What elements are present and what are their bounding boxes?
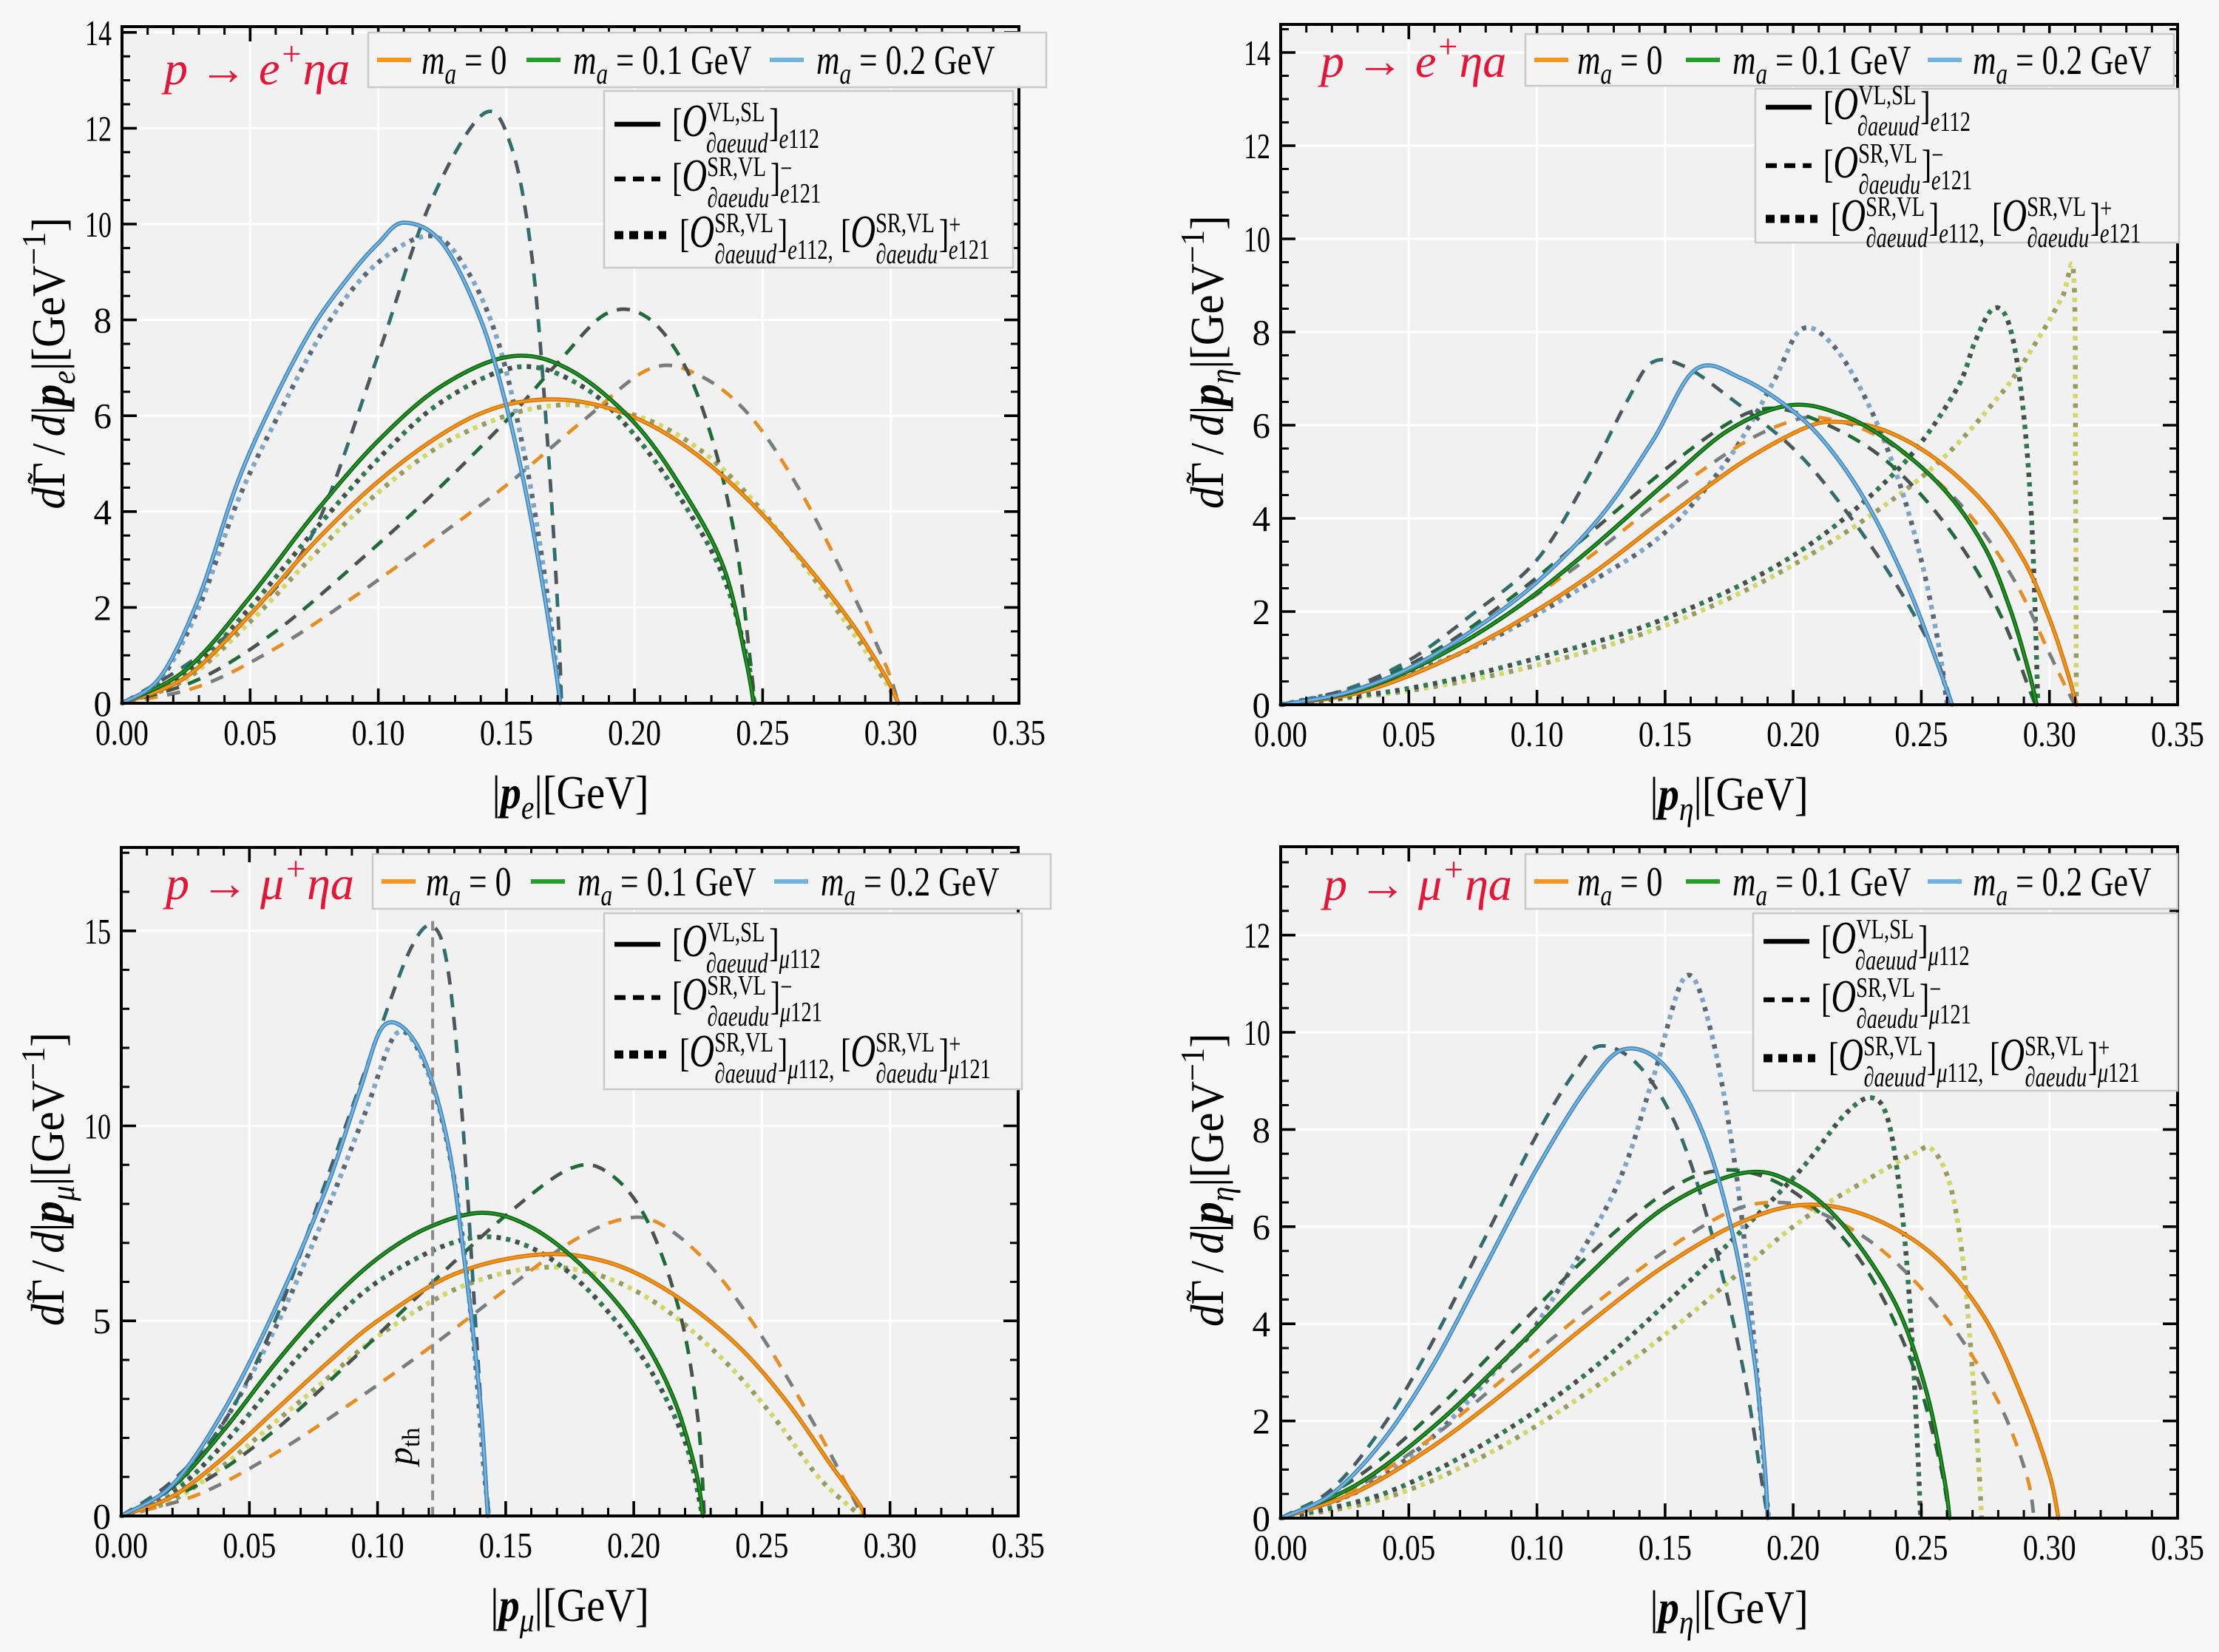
svg-text:ma = 0: ma = 0 (421, 37, 507, 90)
svg-text:8: 8 (1253, 312, 1271, 353)
svg-text:10: 10 (85, 204, 112, 245)
svg-text:10: 10 (84, 1106, 111, 1147)
svg-text:0: 0 (94, 683, 112, 724)
svg-text:0.15: 0.15 (480, 712, 533, 753)
svg-text:ma = 0.2 GeV: ma = 0.2 GeV (821, 859, 1000, 912)
svg-text:12: 12 (1244, 915, 1270, 956)
svg-text:0.20: 0.20 (607, 1525, 660, 1565)
svg-text:0.10: 0.10 (1511, 714, 1564, 754)
svg-text:6: 6 (1253, 405, 1271, 446)
svg-text:˜: ˜ (20, 473, 61, 484)
svg-text:|pe|[GeV]: |pe|[GeV] (492, 767, 648, 827)
svg-text:ma = 0.1 GeV: ma = 0.1 GeV (577, 859, 756, 912)
svg-text:˜: ˜ (1179, 1290, 1219, 1301)
svg-text:0.15: 0.15 (479, 1525, 532, 1565)
svg-text:0: 0 (93, 1496, 112, 1537)
svg-text:2: 2 (1253, 1401, 1271, 1442)
svg-text:14: 14 (1244, 33, 1270, 73)
svg-text:0.25: 0.25 (1894, 1527, 1948, 1568)
svg-text:p → μ+ηa: p → μ+ηa (1321, 850, 1512, 910)
svg-text:4: 4 (1253, 1304, 1271, 1344)
svg-text:0.35: 0.35 (2151, 714, 2204, 754)
svg-text:|pη|[GeV]: |pη|[GeV] (1650, 768, 1808, 828)
svg-text:0.05: 0.05 (223, 1525, 276, 1565)
svg-text:|pη|[GeV]: |pη|[GeV] (1650, 1582, 1808, 1642)
svg-text:p → e+ηa: p → e+ηa (1318, 27, 1506, 87)
svg-text:ma = 0.2 GeV: ma = 0.2 GeV (816, 37, 995, 90)
svg-text:dΓ / d|pη|[GeV−1]: dΓ / d|pη|[GeV−1] (1173, 1033, 1241, 1327)
svg-text:0.05: 0.05 (1382, 1527, 1435, 1568)
svg-text:4: 4 (1253, 498, 1271, 539)
svg-text:0.30: 0.30 (864, 1525, 917, 1565)
svg-text:dΓ / d|pe|[GeV−1]: dΓ / d|pe|[GeV−1] (15, 217, 82, 509)
svg-text:12: 12 (85, 108, 112, 149)
svg-text:|pμ|[GeV]: |pμ|[GeV] (490, 1580, 648, 1639)
svg-text:dΓ / d|pμ|[GeV−1]: dΓ / d|pμ|[GeV−1] (14, 1032, 81, 1326)
svg-text:p → e+ηa: p → e+ηa (161, 35, 350, 95)
svg-text:ma = 0.1 GeV: ma = 0.1 GeV (573, 37, 752, 90)
svg-text:0.35: 0.35 (2151, 1527, 2204, 1568)
svg-text:6: 6 (94, 396, 112, 436)
svg-text:5: 5 (93, 1301, 112, 1341)
svg-text:0.20: 0.20 (608, 712, 661, 753)
svg-text:0.20: 0.20 (1766, 1527, 1820, 1568)
svg-text:8: 8 (94, 300, 112, 341)
svg-text:0.10: 0.10 (351, 1525, 404, 1565)
svg-text:ma = 0.1 GeV: ma = 0.1 GeV (1732, 859, 1911, 912)
svg-text:[OSR,VL∂aeuud]e112,: [OSR,VL ∂aeuud]e112, (680, 206, 833, 270)
svg-text:[OVL,SL∂aeuud]μ112: [OVL,SL ∂aeuud]μ112 (1821, 913, 1970, 976)
svg-text:0.00: 0.00 (1254, 1527, 1307, 1568)
svg-text:2: 2 (1253, 592, 1271, 632)
svg-text:ma = 0.2 GeV: ma = 0.2 GeV (1973, 859, 2152, 912)
svg-text:˜: ˜ (1179, 473, 1219, 484)
svg-text:0: 0 (1253, 1498, 1271, 1539)
svg-text:0.00: 0.00 (95, 712, 149, 753)
svg-text:ma = 0: ma = 0 (1577, 859, 1662, 912)
svg-text:0.25: 0.25 (736, 712, 789, 753)
svg-text:0.05: 0.05 (1382, 714, 1435, 754)
svg-text:p → μ+ηa: p → μ+ηa (163, 850, 354, 910)
svg-text:0.15: 0.15 (1639, 1527, 1692, 1568)
svg-text:0.30: 0.30 (2023, 714, 2076, 754)
svg-text:8: 8 (1253, 1109, 1271, 1150)
svg-text:0.35: 0.35 (992, 1525, 1045, 1565)
svg-text:0.10: 0.10 (1511, 1527, 1564, 1568)
svg-text:6: 6 (1253, 1207, 1271, 1248)
svg-text:ma = 0.2 GeV: ma = 0.2 GeV (1973, 37, 2152, 90)
svg-text:0.30: 0.30 (2023, 1527, 2076, 1568)
svg-text:0.30: 0.30 (864, 712, 918, 753)
svg-text:2: 2 (94, 587, 112, 628)
svg-text:0.10: 0.10 (352, 712, 405, 753)
svg-text:[OSR,VL∂aeuud]μ112,: [OSR,VL ∂aeuud]μ112, (680, 1026, 834, 1089)
svg-text:0.00: 0.00 (95, 1525, 148, 1565)
svg-text:10: 10 (1244, 1012, 1270, 1053)
svg-text:0.05: 0.05 (223, 712, 277, 753)
svg-text:0: 0 (1253, 685, 1271, 725)
svg-text:0.20: 0.20 (1766, 714, 1820, 754)
svg-text:10: 10 (1244, 219, 1270, 260)
svg-text:0.25: 0.25 (735, 1525, 788, 1565)
svg-text:0.35: 0.35 (992, 712, 1046, 753)
svg-text:15: 15 (84, 911, 111, 952)
svg-text:ma = 0.1 GeV: ma = 0.1 GeV (1732, 37, 1911, 90)
svg-text:0.00: 0.00 (1254, 714, 1307, 754)
svg-text:4: 4 (94, 492, 112, 532)
svg-text:14: 14 (85, 13, 112, 53)
svg-text:˜: ˜ (19, 1290, 60, 1301)
svg-text:0.25: 0.25 (1894, 714, 1948, 754)
svg-text:12: 12 (1244, 126, 1270, 166)
svg-text:ma = 0: ma = 0 (426, 859, 511, 912)
svg-text:ma = 0: ma = 0 (1577, 37, 1662, 90)
svg-text:[OSR,VL∂aeudu]+e121: [OSR,VL ∂aeudu]+ e121 (841, 206, 989, 270)
svg-text:0.15: 0.15 (1639, 714, 1692, 754)
